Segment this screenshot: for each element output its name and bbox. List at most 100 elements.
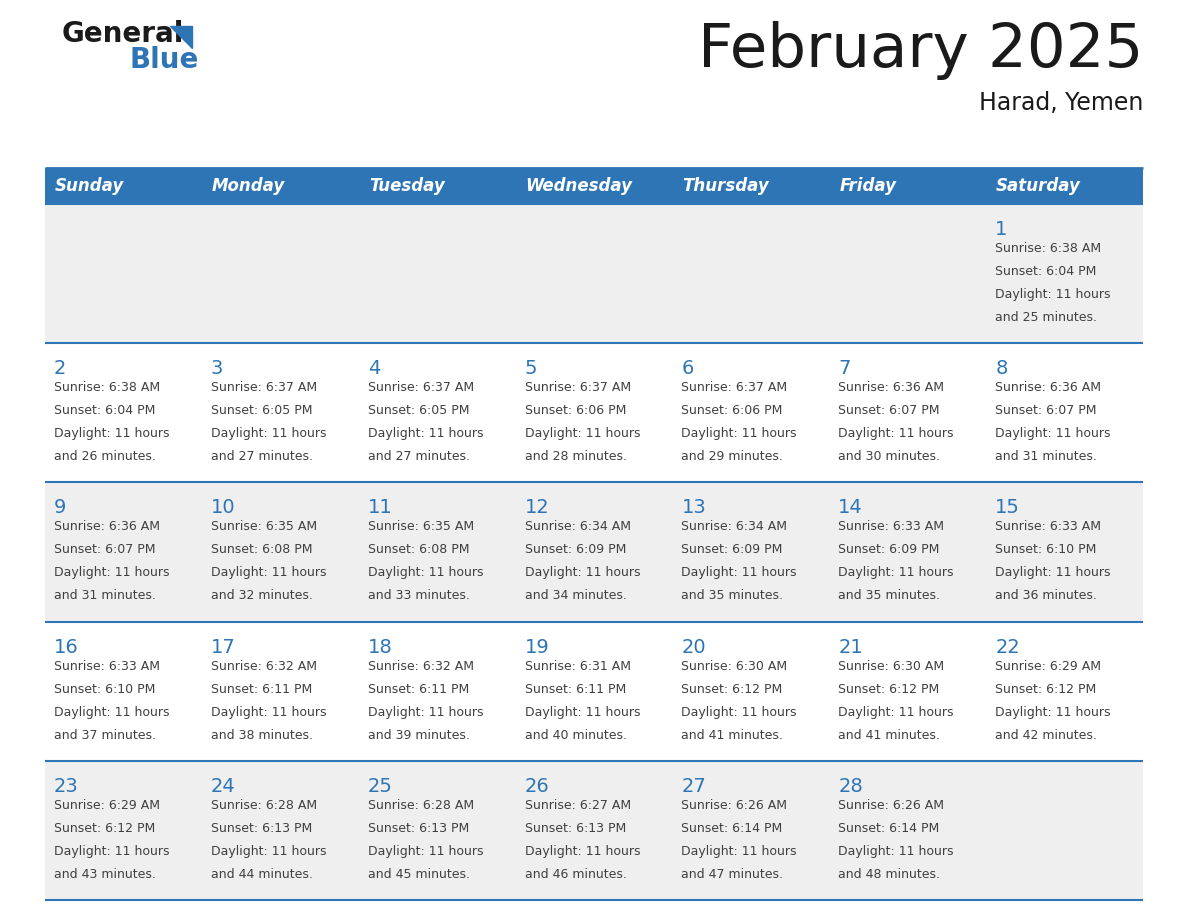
Text: and 40 minutes.: and 40 minutes. bbox=[525, 729, 626, 742]
Text: Sunset: 6:12 PM: Sunset: 6:12 PM bbox=[839, 683, 940, 696]
Text: Sunrise: 6:30 AM: Sunrise: 6:30 AM bbox=[682, 660, 788, 673]
Text: Sunset: 6:06 PM: Sunset: 6:06 PM bbox=[525, 404, 626, 417]
Text: Daylight: 11 hours: Daylight: 11 hours bbox=[53, 566, 170, 579]
Text: Daylight: 11 hours: Daylight: 11 hours bbox=[53, 706, 170, 719]
Text: Monday: Monday bbox=[211, 177, 285, 195]
Text: Sunset: 6:07 PM: Sunset: 6:07 PM bbox=[53, 543, 156, 556]
Text: Sunrise: 6:29 AM: Sunrise: 6:29 AM bbox=[53, 799, 160, 812]
Text: Daylight: 11 hours: Daylight: 11 hours bbox=[682, 845, 797, 857]
Text: Daylight: 11 hours: Daylight: 11 hours bbox=[210, 706, 327, 719]
Text: Sunrise: 6:34 AM: Sunrise: 6:34 AM bbox=[525, 521, 631, 533]
Text: Sunrise: 6:36 AM: Sunrise: 6:36 AM bbox=[996, 381, 1101, 394]
Text: Sunset: 6:07 PM: Sunset: 6:07 PM bbox=[839, 404, 940, 417]
Text: and 29 minutes.: and 29 minutes. bbox=[682, 450, 783, 463]
Text: Sunrise: 6:27 AM: Sunrise: 6:27 AM bbox=[525, 799, 631, 812]
Text: Saturday: Saturday bbox=[997, 177, 1081, 195]
Text: Daylight: 11 hours: Daylight: 11 hours bbox=[525, 706, 640, 719]
Text: Sunset: 6:07 PM: Sunset: 6:07 PM bbox=[996, 404, 1097, 417]
Text: and 46 minutes.: and 46 minutes. bbox=[525, 868, 626, 880]
Text: and 31 minutes.: and 31 minutes. bbox=[996, 450, 1097, 463]
Text: 11: 11 bbox=[368, 498, 392, 518]
Text: Sunrise: 6:34 AM: Sunrise: 6:34 AM bbox=[682, 521, 788, 533]
Text: Daylight: 11 hours: Daylight: 11 hours bbox=[839, 566, 954, 579]
Text: Sunrise: 6:37 AM: Sunrise: 6:37 AM bbox=[210, 381, 317, 394]
Text: Sunset: 6:05 PM: Sunset: 6:05 PM bbox=[368, 404, 469, 417]
Text: 25: 25 bbox=[368, 777, 392, 796]
Text: Sunset: 6:13 PM: Sunset: 6:13 PM bbox=[210, 822, 312, 834]
Text: Sunrise: 6:29 AM: Sunrise: 6:29 AM bbox=[996, 660, 1101, 673]
Text: Sunrise: 6:38 AM: Sunrise: 6:38 AM bbox=[996, 242, 1101, 255]
Text: Daylight: 11 hours: Daylight: 11 hours bbox=[525, 845, 640, 857]
Text: Sunrise: 6:32 AM: Sunrise: 6:32 AM bbox=[210, 660, 317, 673]
Text: and 43 minutes.: and 43 minutes. bbox=[53, 868, 156, 880]
Text: 14: 14 bbox=[839, 498, 862, 518]
Text: Daylight: 11 hours: Daylight: 11 hours bbox=[368, 427, 484, 440]
Text: Sunrise: 6:38 AM: Sunrise: 6:38 AM bbox=[53, 381, 160, 394]
Text: Sunrise: 6:28 AM: Sunrise: 6:28 AM bbox=[210, 799, 317, 812]
Text: 20: 20 bbox=[682, 638, 706, 656]
Text: and 26 minutes.: and 26 minutes. bbox=[53, 450, 156, 463]
Text: 15: 15 bbox=[996, 498, 1020, 518]
Bar bbox=[45, 621, 1143, 761]
Text: Daylight: 11 hours: Daylight: 11 hours bbox=[53, 845, 170, 857]
Text: Friday: Friday bbox=[839, 177, 896, 195]
Text: Wednesday: Wednesday bbox=[525, 177, 632, 195]
Text: 28: 28 bbox=[839, 777, 862, 796]
Text: and 37 minutes.: and 37 minutes. bbox=[53, 729, 156, 742]
Text: Sunrise: 6:36 AM: Sunrise: 6:36 AM bbox=[839, 381, 944, 394]
Text: Sunset: 6:13 PM: Sunset: 6:13 PM bbox=[368, 822, 469, 834]
Bar bbox=[45, 204, 1143, 343]
Text: Harad, Yemen: Harad, Yemen bbox=[979, 91, 1143, 115]
Text: Sunset: 6:14 PM: Sunset: 6:14 PM bbox=[682, 822, 783, 834]
Text: Daylight: 11 hours: Daylight: 11 hours bbox=[210, 845, 327, 857]
Text: 17: 17 bbox=[210, 638, 235, 656]
Text: and 41 minutes.: and 41 minutes. bbox=[839, 729, 940, 742]
Text: Daylight: 11 hours: Daylight: 11 hours bbox=[996, 288, 1111, 301]
Text: and 48 minutes.: and 48 minutes. bbox=[839, 868, 940, 880]
Text: 21: 21 bbox=[839, 638, 862, 656]
Text: and 33 minutes.: and 33 minutes. bbox=[368, 589, 469, 602]
Text: Sunrise: 6:33 AM: Sunrise: 6:33 AM bbox=[53, 660, 160, 673]
Text: Daylight: 11 hours: Daylight: 11 hours bbox=[368, 845, 484, 857]
Text: and 28 minutes.: and 28 minutes. bbox=[525, 450, 626, 463]
Text: Sunrise: 6:37 AM: Sunrise: 6:37 AM bbox=[368, 381, 474, 394]
Text: and 35 minutes.: and 35 minutes. bbox=[839, 589, 940, 602]
Text: Sunset: 6:12 PM: Sunset: 6:12 PM bbox=[53, 822, 156, 834]
Text: 7: 7 bbox=[839, 359, 851, 378]
Text: General: General bbox=[62, 20, 184, 48]
Text: and 38 minutes.: and 38 minutes. bbox=[210, 729, 312, 742]
Text: 13: 13 bbox=[682, 498, 706, 518]
Text: and 27 minutes.: and 27 minutes. bbox=[368, 450, 469, 463]
Text: Sunrise: 6:30 AM: Sunrise: 6:30 AM bbox=[839, 660, 944, 673]
Text: Daylight: 11 hours: Daylight: 11 hours bbox=[839, 845, 954, 857]
Bar bbox=[45, 343, 1143, 482]
Text: Sunrise: 6:26 AM: Sunrise: 6:26 AM bbox=[839, 799, 944, 812]
Text: 4: 4 bbox=[368, 359, 380, 378]
Text: 23: 23 bbox=[53, 777, 78, 796]
Text: Sunrise: 6:28 AM: Sunrise: 6:28 AM bbox=[368, 799, 474, 812]
Bar bbox=[45, 482, 1143, 621]
Text: 19: 19 bbox=[525, 638, 549, 656]
Text: and 31 minutes.: and 31 minutes. bbox=[53, 589, 156, 602]
Text: 9: 9 bbox=[53, 498, 67, 518]
Text: 3: 3 bbox=[210, 359, 223, 378]
Text: Daylight: 11 hours: Daylight: 11 hours bbox=[210, 427, 327, 440]
Text: Sunrise: 6:33 AM: Sunrise: 6:33 AM bbox=[839, 521, 944, 533]
Text: Blue: Blue bbox=[129, 46, 200, 74]
Text: Daylight: 11 hours: Daylight: 11 hours bbox=[210, 566, 327, 579]
Text: 12: 12 bbox=[525, 498, 549, 518]
Text: 1: 1 bbox=[996, 220, 1007, 239]
Text: Daylight: 11 hours: Daylight: 11 hours bbox=[839, 706, 954, 719]
Text: and 27 minutes.: and 27 minutes. bbox=[210, 450, 312, 463]
Text: and 42 minutes.: and 42 minutes. bbox=[996, 729, 1097, 742]
Text: Sunset: 6:09 PM: Sunset: 6:09 PM bbox=[525, 543, 626, 556]
Text: Thursday: Thursday bbox=[682, 177, 769, 195]
Text: and 47 minutes.: and 47 minutes. bbox=[682, 868, 783, 880]
Text: February 2025: February 2025 bbox=[697, 21, 1143, 80]
Text: Sunday: Sunday bbox=[55, 177, 125, 195]
Text: and 35 minutes.: and 35 minutes. bbox=[682, 589, 783, 602]
Text: and 45 minutes.: and 45 minutes. bbox=[368, 868, 469, 880]
Text: Daylight: 11 hours: Daylight: 11 hours bbox=[996, 706, 1111, 719]
Text: Sunset: 6:10 PM: Sunset: 6:10 PM bbox=[996, 543, 1097, 556]
Text: Daylight: 11 hours: Daylight: 11 hours bbox=[368, 706, 484, 719]
